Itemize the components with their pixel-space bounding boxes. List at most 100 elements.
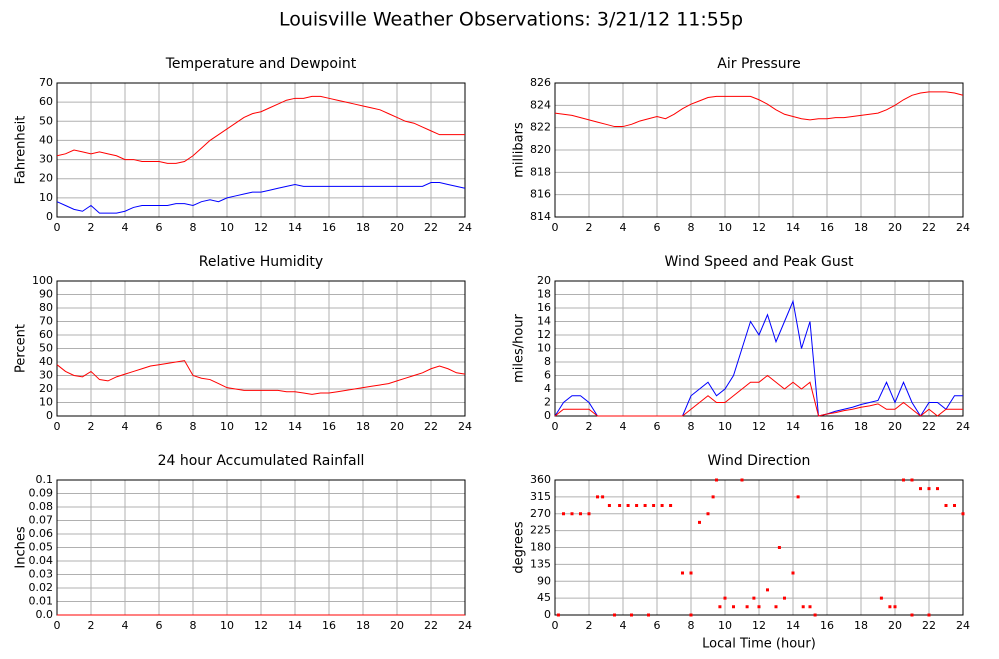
- y-axis-label: Percent: [14, 324, 29, 373]
- x-tick-label: 12: [752, 221, 766, 234]
- point: [643, 504, 647, 507]
- x-tick-label: 24: [458, 221, 472, 234]
- point: [791, 571, 795, 575]
- x-tick-label: 10: [220, 221, 234, 234]
- y-tick-label: 0.01: [29, 595, 54, 608]
- series-line: [56, 182, 466, 214]
- y-tick-label: 822: [530, 121, 551, 134]
- x-tick-label: 16: [322, 420, 336, 433]
- x-tick-label: 22: [424, 420, 438, 433]
- point: [936, 487, 939, 491]
- y-tick-label: 0.02: [29, 581, 54, 594]
- point: [723, 596, 727, 600]
- point: [879, 596, 883, 600]
- panel-title: Relative Humidity: [199, 254, 323, 270]
- x-tick-label: 16: [820, 619, 834, 632]
- x-tick-label: 16: [322, 221, 336, 234]
- y-tick-label: 70: [39, 315, 53, 328]
- point: [630, 613, 633, 617]
- y-tick-label: 90: [537, 574, 551, 587]
- y-tick-label: 0.05: [29, 541, 54, 554]
- y-tick-label: 818: [530, 165, 551, 178]
- point: [715, 478, 718, 482]
- y-tick-label: 0.04: [29, 554, 54, 567]
- x-tick-label: 10: [220, 619, 234, 632]
- x-tick-label: 16: [820, 420, 834, 433]
- y-axis-label: Inches: [14, 526, 29, 568]
- x-tick-label: 10: [718, 221, 732, 234]
- y-tick-label: 50: [39, 342, 53, 355]
- series-line: [554, 374, 963, 417]
- series-line: [56, 95, 465, 164]
- series-line: [56, 360, 466, 395]
- point: [618, 504, 622, 507]
- y-axis-label: millibars: [512, 122, 527, 178]
- plot-frame: [56, 280, 466, 417]
- y-tick-label: 12: [537, 328, 551, 341]
- x-tick-label: 14: [786, 221, 800, 234]
- point: [888, 605, 892, 609]
- point: [927, 487, 931, 491]
- x-tick-label: 8: [190, 619, 197, 632]
- x-tick-label: 24: [956, 221, 970, 234]
- x-tick-label: 2: [88, 221, 95, 234]
- x-tick-label: 14: [288, 619, 302, 632]
- x-tick-label: 10: [220, 420, 234, 433]
- y-tick-label: 14: [537, 315, 551, 328]
- x-tick-label: 4: [122, 420, 129, 433]
- y-tick-label: 2: [544, 396, 551, 409]
- x-tick-label: 20: [888, 420, 902, 433]
- x-tick-label: 6: [654, 619, 661, 632]
- x-tick-label: 6: [156, 221, 163, 234]
- y-tick-label: 10: [537, 342, 551, 355]
- y-tick-label: 0: [46, 409, 53, 422]
- y-tick-label: 0: [544, 409, 551, 422]
- x-tick-label: 0: [552, 619, 559, 632]
- x-tick-label: 0: [54, 221, 61, 234]
- y-tick-label: 10: [39, 396, 53, 409]
- x-tick-label: 14: [288, 221, 302, 234]
- x-tick-label: 14: [786, 420, 800, 433]
- point: [635, 504, 639, 507]
- x-tick-label: 0: [54, 619, 61, 632]
- y-tick-label: 0.09: [29, 487, 54, 500]
- x-tick-label: 22: [922, 420, 936, 433]
- plot-frame: [56, 82, 466, 218]
- point: [953, 504, 956, 507]
- y-tick-label: 60: [39, 328, 53, 341]
- point: [570, 512, 574, 516]
- x-tick-label: 12: [752, 619, 766, 632]
- point: [910, 613, 914, 617]
- y-tick-label: 30: [39, 153, 53, 166]
- x-tick-label: 10: [718, 619, 732, 632]
- panel-title: Wind Speed and Peak Gust: [665, 254, 854, 270]
- y-tick-label: 826: [530, 76, 551, 89]
- x-tick-label: 22: [922, 619, 936, 632]
- point: [647, 613, 650, 617]
- point: [596, 495, 599, 499]
- point: [740, 478, 744, 482]
- point: [689, 613, 693, 617]
- point: [652, 504, 656, 507]
- point: [961, 512, 965, 516]
- y-axis-label: degrees: [512, 521, 527, 574]
- x-tick-label: 18: [356, 619, 370, 632]
- y-tick-label: 824: [530, 98, 551, 111]
- point: [607, 504, 611, 507]
- x-tick-label: 6: [654, 221, 661, 234]
- panel-title: Temperature and Dewpoint: [165, 56, 357, 72]
- x-tick-label: 20: [390, 619, 404, 632]
- x-tick-label: 24: [458, 619, 472, 632]
- x-tick-label: 18: [356, 420, 370, 433]
- x-tick-label: 18: [854, 221, 868, 234]
- y-tick-label: 816: [530, 188, 551, 201]
- x-tick-label: 2: [586, 420, 593, 433]
- y-tick-label: 0: [544, 608, 551, 621]
- point: [766, 588, 769, 592]
- y-tick-label: 820: [530, 143, 551, 156]
- x-tick-label: 8: [688, 420, 695, 433]
- y-tick-label: 0.07: [29, 514, 54, 527]
- x-tick-label: 4: [620, 221, 627, 234]
- point: [893, 605, 897, 609]
- point: [669, 504, 673, 507]
